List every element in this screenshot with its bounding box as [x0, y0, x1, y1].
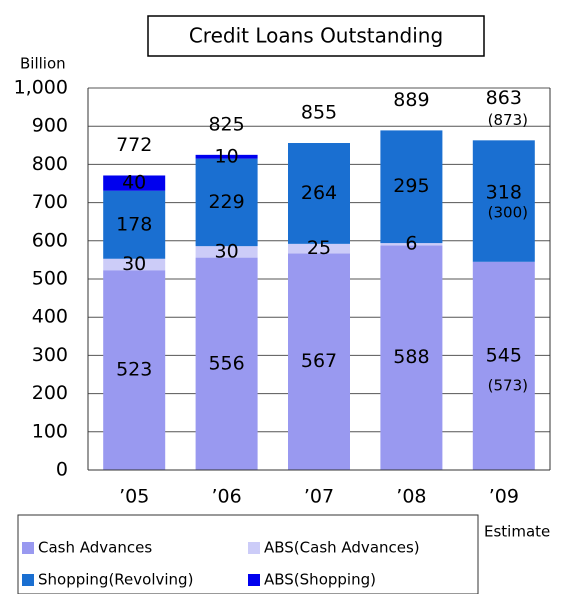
data-label: 295 [393, 175, 429, 197]
legend-swatch [22, 574, 34, 586]
data-label: 523 [116, 359, 152, 381]
x-tick-label: ’06 [211, 486, 241, 508]
annotation: (573) [488, 376, 528, 394]
annotation: (873) [488, 111, 528, 129]
y-tick-label: 900 [32, 115, 68, 137]
bar-segment [103, 175, 166, 191]
note: Estimate [484, 523, 550, 541]
title-box [147, 15, 485, 57]
data-label: 229 [208, 191, 244, 213]
data-label: 6 [405, 233, 417, 255]
bar-segment [472, 140, 535, 262]
x-tick-label: ’07 [304, 486, 334, 508]
bar-segment [195, 158, 258, 247]
total-label: 863 [486, 87, 522, 109]
y-tick-label: 300 [32, 344, 68, 366]
data-label: 30 [122, 253, 146, 275]
bar-segment [103, 258, 166, 271]
y-tick-label: 500 [32, 268, 68, 290]
y-tick-label: 400 [32, 306, 68, 328]
data-label: 264 [301, 182, 337, 204]
bar-segment [195, 154, 258, 159]
legend-label: Shopping(Revolving) [38, 571, 193, 589]
bar-segment [103, 190, 166, 259]
legend-label: ABS(Shopping) [264, 571, 376, 589]
legend-swatch [248, 574, 260, 586]
bar-segment [288, 243, 350, 254]
y-axis-label: Billion [20, 55, 66, 73]
x-tick-label: ’08 [396, 486, 426, 508]
bar-segment [195, 246, 258, 258]
annotation: (300) [488, 204, 528, 222]
legend-box [17, 514, 479, 594]
data-label: 588 [393, 346, 429, 368]
total-label: 825 [208, 113, 244, 135]
bar-segment [288, 253, 350, 470]
x-tick-label: ’05 [119, 486, 149, 508]
y-tick-label: 800 [32, 153, 68, 175]
y-tick-label: 0 [56, 459, 68, 481]
data-label: 30 [215, 240, 239, 262]
data-label: 545 [486, 344, 522, 366]
legend-swatch [248, 542, 260, 554]
bar-segment [380, 243, 443, 246]
chart-title: Credit Loans Outstanding [189, 24, 443, 48]
total-label: 855 [301, 102, 337, 124]
bar-segment [103, 270, 166, 470]
data-label: 318 [486, 182, 522, 204]
x-tick-label: ’09 [489, 486, 519, 508]
total-label: 889 [393, 89, 429, 111]
data-label: 10 [215, 145, 239, 167]
bar-segment [195, 257, 258, 470]
data-label: 567 [301, 350, 337, 372]
bar-segment [380, 245, 443, 470]
total-label: 772 [116, 134, 152, 156]
y-tick-label: 1,000 [14, 77, 68, 99]
data-label: 556 [208, 352, 244, 374]
y-tick-label: 100 [32, 420, 68, 442]
bar-segment [288, 143, 350, 244]
legend-label: Cash Advances [38, 539, 152, 557]
data-label: 40 [122, 172, 146, 194]
legend-swatch [22, 542, 34, 554]
bar-segment [472, 261, 535, 470]
y-tick-label: 200 [32, 382, 68, 404]
data-label: 25 [307, 237, 331, 259]
y-tick-label: 600 [32, 229, 68, 251]
y-tick-label: 700 [32, 191, 68, 213]
legend-label: ABS(Cash Advances) [264, 539, 420, 557]
bar-segment [380, 130, 443, 244]
data-label: 178 [116, 213, 152, 235]
